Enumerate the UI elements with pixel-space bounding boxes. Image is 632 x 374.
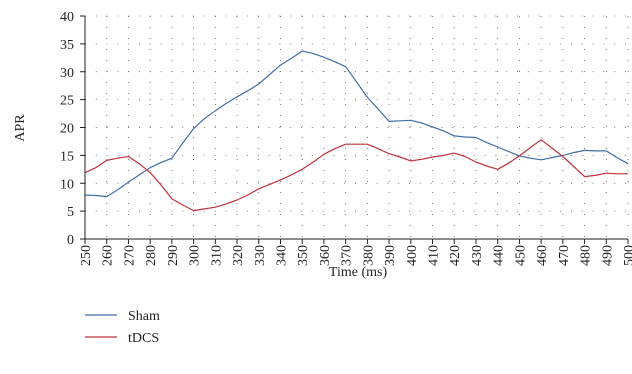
- y-axis-label: APR: [13, 114, 28, 142]
- y-tick-label: 25: [60, 94, 74, 109]
- legend-label: tDCS: [128, 331, 159, 346]
- x-tick-label: 410: [427, 245, 442, 266]
- x-tick-label: 310: [209, 245, 224, 266]
- x-tick-label: 440: [492, 245, 507, 266]
- x-tick-label: 470: [557, 245, 572, 266]
- x-tick-label: 480: [579, 245, 594, 266]
- y-tick-label: 40: [60, 10, 74, 25]
- x-tick-label: 250: [79, 245, 94, 266]
- x-tick-label: 390: [383, 245, 398, 266]
- y-tick-label: 10: [60, 177, 74, 192]
- x-tick-label: 460: [535, 245, 550, 266]
- y-tick-label: 30: [60, 66, 74, 81]
- x-axis-label: Time (ms): [329, 265, 388, 280]
- x-tick-label: 270: [122, 245, 137, 266]
- x-tick-label: 490: [600, 245, 615, 266]
- series-line-tdcs: [84, 139, 628, 212]
- x-tick-label: 400: [405, 245, 420, 266]
- x-tick-label: 370: [340, 245, 355, 266]
- y-tick-label: 20: [60, 122, 74, 137]
- series-lines: [84, 50, 629, 212]
- x-tick-label: 330: [253, 245, 268, 266]
- y-tick-label: 15: [60, 149, 74, 164]
- x-tick-label: 350: [296, 245, 311, 266]
- grid: [85, 15, 629, 239]
- x-tick-label: 430: [470, 245, 485, 266]
- x-tick-label: 500: [622, 245, 632, 266]
- y-tick-label: 0: [67, 233, 74, 248]
- y-axis-ticks: 0 5 10 15 20 25 30 35 40: [60, 10, 85, 248]
- x-tick-label: 260: [101, 245, 116, 266]
- x-tick-label: 290: [166, 245, 181, 266]
- x-tick-label: 450: [513, 245, 528, 266]
- x-tick-label: 320: [231, 245, 246, 266]
- x-tick-label: 340: [274, 245, 289, 266]
- x-tick-label: 380: [361, 245, 376, 266]
- x-tick-label: 280: [144, 245, 159, 266]
- y-tick-label: 5: [67, 205, 74, 220]
- x-tick-label: 360: [318, 245, 333, 266]
- y-tick-label: 35: [60, 38, 74, 53]
- legend-label: Sham: [128, 309, 160, 324]
- axes: [84, 16, 628, 240]
- x-tick-label: 300: [188, 245, 203, 266]
- series-line-sham: [84, 50, 629, 198]
- x-axis-ticks: 250 260 270 280 290 300 310 320 330 340 350 360 370 3…: [79, 239, 632, 266]
- legend: Sham tDCS: [85, 309, 160, 346]
- x-tick-label: 420: [448, 245, 463, 266]
